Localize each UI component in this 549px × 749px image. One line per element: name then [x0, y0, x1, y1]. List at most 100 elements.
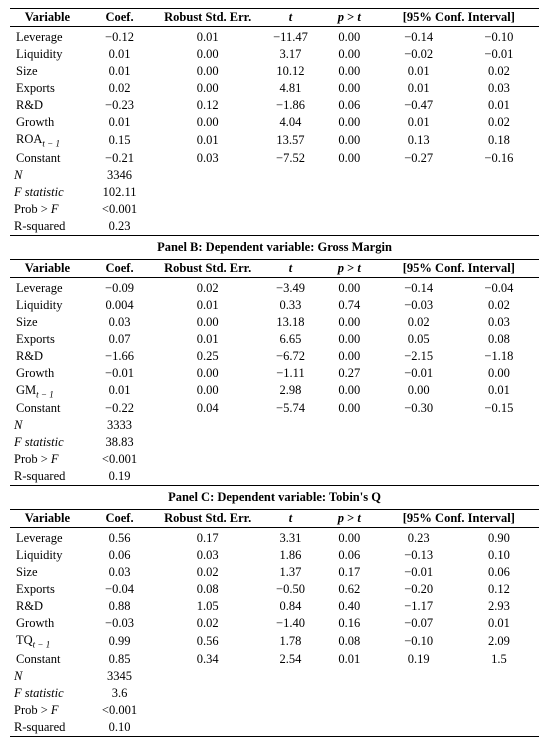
ci1-cell: −0.20 [379, 581, 459, 598]
table-row: R&D−1.660.25−6.720.00−2.15−1.18 [10, 348, 539, 365]
p-cell: 0.00 [320, 528, 379, 548]
coef-cell: −0.04 [85, 581, 154, 598]
coef-cell: −0.01 [85, 365, 154, 382]
stat-label: Prob > F [10, 702, 85, 719]
variable-cell: GMt − 1 [10, 382, 85, 401]
stat-label: Prob > F [10, 201, 85, 218]
ci2-cell: −1.18 [459, 348, 539, 365]
coef-cell: 0.01 [85, 114, 154, 131]
stat-label: F statistic [10, 434, 85, 451]
table-row: Liquidity0.0040.010.330.74−0.030.02 [10, 297, 539, 314]
se-cell: 0.03 [154, 150, 261, 167]
stat-value: 38.83 [85, 434, 154, 451]
ci1-cell: −0.02 [379, 46, 459, 63]
se-cell: 0.34 [154, 651, 261, 668]
coef-cell: 0.06 [85, 547, 154, 564]
p-cell: 0.00 [320, 382, 379, 401]
stat-label: R-squared [10, 468, 85, 486]
table-row: Growth−0.030.02−1.400.16−0.070.01 [10, 615, 539, 632]
t-cell: −11.47 [261, 27, 320, 47]
variable-cell: Leverage [10, 27, 85, 47]
t-cell: −7.52 [261, 150, 320, 167]
ci2-cell: 0.90 [459, 528, 539, 548]
p-header: p > t [320, 9, 379, 27]
se-cell: 0.00 [154, 314, 261, 331]
table-row: Growth0.010.004.040.000.010.02 [10, 114, 539, 131]
ci2-cell: 0.03 [459, 80, 539, 97]
table-row: ROAt − 10.150.0113.570.000.130.18 [10, 131, 539, 150]
ci2-cell: −0.04 [459, 277, 539, 297]
coef-cell: 0.56 [85, 528, 154, 548]
variable-header: Variable [10, 259, 85, 277]
ci2-cell: 0.03 [459, 314, 539, 331]
stat-label: F statistic [10, 685, 85, 702]
stat-value: <0.001 [85, 201, 154, 218]
ci1-cell: −0.30 [379, 400, 459, 417]
p-cell: 0.00 [320, 348, 379, 365]
ci-header: [95% Conf. Interval] [379, 510, 539, 528]
ci2-cell: 2.09 [459, 632, 539, 651]
variable-cell: Constant [10, 150, 85, 167]
p-cell: 0.00 [320, 131, 379, 150]
t-cell: −0.50 [261, 581, 320, 598]
t-cell: 1.78 [261, 632, 320, 651]
se-cell: 0.17 [154, 528, 261, 548]
stat-value: 3.6 [85, 685, 154, 702]
table-row: R&D−0.230.12−1.860.06−0.470.01 [10, 97, 539, 114]
ci2-cell: 2.93 [459, 598, 539, 615]
stat-label: R-squared [10, 218, 85, 236]
p-cell: 0.06 [320, 547, 379, 564]
t-cell: 6.65 [261, 331, 320, 348]
p-cell: 0.08 [320, 632, 379, 651]
ci-header: [95% Conf. Interval] [379, 259, 539, 277]
ci2-cell: −0.10 [459, 27, 539, 47]
coef-header: Coef. [85, 9, 154, 27]
se-cell: 0.01 [154, 131, 261, 150]
stat-value: 0.19 [85, 468, 154, 486]
coef-cell: −0.23 [85, 97, 154, 114]
se-cell: 0.00 [154, 63, 261, 80]
ci2-cell: 0.00 [459, 365, 539, 382]
table-row: Liquidity0.010.003.170.00−0.02−0.01 [10, 46, 539, 63]
table-row: Size0.010.0010.120.000.010.02 [10, 63, 539, 80]
table-row: TQt − 10.990.561.780.08−0.102.09 [10, 632, 539, 651]
se-cell: 0.03 [154, 547, 261, 564]
table-row: Leverage−0.090.02−3.490.00−0.14−0.04 [10, 277, 539, 297]
p-cell: 0.06 [320, 97, 379, 114]
table-row: Constant−0.220.04−5.740.00−0.30−0.15 [10, 400, 539, 417]
table-row: Size0.030.021.370.17−0.010.06 [10, 564, 539, 581]
se-header: Robust Std. Err. [154, 9, 261, 27]
se-cell: 0.56 [154, 632, 261, 651]
t-cell: −1.11 [261, 365, 320, 382]
variable-cell: R&D [10, 97, 85, 114]
stat-label: N [10, 417, 85, 434]
variable-header: Variable [10, 510, 85, 528]
table-row: Growth−0.010.00−1.110.27−0.010.00 [10, 365, 539, 382]
table-row: Liquidity0.060.031.860.06−0.130.10 [10, 547, 539, 564]
variable-cell: R&D [10, 348, 85, 365]
stat-label: F statistic [10, 184, 85, 201]
t-cell: 10.12 [261, 63, 320, 80]
se-cell: 0.00 [154, 365, 261, 382]
t-cell: 2.54 [261, 651, 320, 668]
se-cell: 0.00 [154, 114, 261, 131]
stats-row: Prob > F<0.001 [10, 201, 539, 218]
stat-value: 3345 [85, 668, 154, 685]
p-header: p > t [320, 510, 379, 528]
ci1-cell: −2.15 [379, 348, 459, 365]
ci2-cell: 0.02 [459, 297, 539, 314]
ci1-cell: −0.13 [379, 547, 459, 564]
variable-cell: Exports [10, 331, 85, 348]
p-cell: 0.00 [320, 114, 379, 131]
panel-title: Panel B: Dependent variable: Gross Margi… [10, 235, 539, 259]
ci2-cell: 0.10 [459, 547, 539, 564]
ci2-cell: 0.01 [459, 97, 539, 114]
variable-cell: ROAt − 1 [10, 131, 85, 150]
table-row: Exports−0.040.08−0.500.62−0.200.12 [10, 581, 539, 598]
p-cell: 0.16 [320, 615, 379, 632]
table-row: Size0.030.0013.180.000.020.03 [10, 314, 539, 331]
variable-cell: TQt − 1 [10, 632, 85, 651]
stat-value: 3346 [85, 167, 154, 184]
coef-cell: 0.07 [85, 331, 154, 348]
panel-title: Panel C: Dependent variable: Tobin's Q [10, 486, 539, 510]
